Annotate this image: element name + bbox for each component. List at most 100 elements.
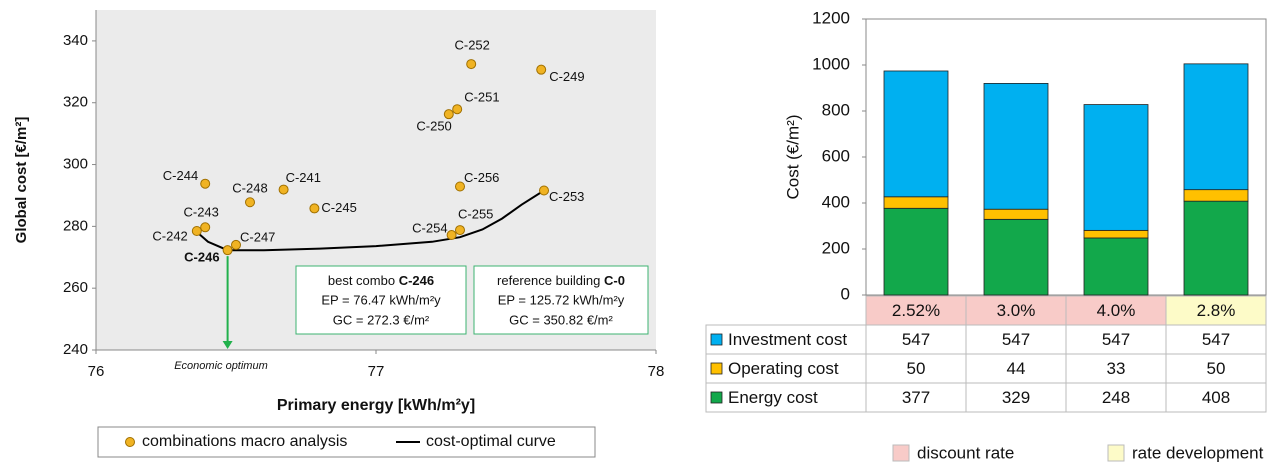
bar-segment [883,207,949,296]
table-cell [1165,324,1267,355]
annotation-id: C-0 [604,273,625,288]
y-tick-label: 240 [63,341,88,358]
legend-label: Operating cost [728,359,839,378]
annotation-text: EP = 76.47 kWh/m²y [321,292,441,307]
y-tick-label: 280 [63,217,88,234]
rate-label: 4.0% [1097,301,1136,320]
table-value: 377 [902,388,930,407]
bar-segment [883,70,949,198]
y-tick-label: 320 [63,94,88,111]
legend-swatch [892,444,910,462]
x-tick-label: 76 [88,363,105,380]
annotation-text: reference building [497,273,600,288]
table-cell [865,324,967,355]
point [245,197,255,208]
legend-swatch [710,391,723,404]
point-label: C-252 [454,38,489,53]
rate-label: 2.52% [892,301,940,320]
table-cell [705,382,867,413]
y-tick-label: 300 [63,156,88,173]
table-value: 547 [1102,330,1130,349]
point [539,185,549,196]
rate-label: 3.0% [997,301,1036,320]
bar-segment [1083,229,1149,239]
table-value: 248 [1102,388,1130,407]
y-axis-label: Cost (€/m²) [783,115,802,200]
x-tick-label: 78 [648,363,665,380]
table-cell [965,382,1067,413]
bar-segment [1183,63,1249,191]
y-tick-label: 0 [841,284,850,303]
legend-marker [125,437,135,447]
bar-segment [983,218,1049,296]
point [278,184,289,195]
point-label: C-248 [232,181,267,196]
point [455,225,465,236]
point-label: C-245 [321,200,356,215]
table-value: 50 [907,359,926,378]
bar-segment [983,83,1049,210]
point [466,59,477,70]
rate-cell [865,295,967,326]
annotation-text: GC = 350.82 €/m² [509,312,613,327]
bar-segment [1183,189,1249,202]
annotation-box [473,265,649,335]
y-tick-label: 260 [63,279,88,296]
legend-label: Investment cost [728,330,847,349]
legend-box [97,426,596,458]
table-cell [865,382,967,413]
y-tick-label: 600 [822,146,850,165]
bar-segment [883,196,949,209]
legend-swatch [1107,444,1125,462]
legend-label: discount rate [917,443,1014,462]
y-tick-label: 800 [822,100,850,119]
legend-label: rate development [1132,443,1264,462]
point [200,178,211,189]
x-tick-label: 77 [368,363,385,380]
table-value: 547 [1002,330,1030,349]
annotation-id: C-246 [399,273,434,288]
point-label: C-250 [416,119,451,134]
table-cell [705,324,867,355]
table-value: 44 [1007,359,1026,378]
x-axis-label: Primary energy [kWh/m²y] [277,397,475,414]
table-value: 408 [1202,388,1230,407]
bar-segment [1083,104,1149,231]
point [222,245,233,256]
point [200,222,211,233]
point-label: C-241 [286,170,321,185]
table-cell [1065,382,1167,413]
annotation-text: GC = 272.3 €/m² [333,312,430,327]
point [446,230,457,241]
table-cell [965,324,1067,355]
y-axis-label: Global cost [€/m²] [13,117,30,244]
point [443,109,454,120]
point-label: C-249 [549,69,584,84]
table-value: 50 [1207,359,1226,378]
rate-cell [1065,295,1167,326]
annotation-title: reference building C-0 [497,273,625,288]
table-value: 329 [1002,388,1030,407]
annotation-text: best combo [328,273,395,288]
rate-cell [1165,295,1267,326]
point-label: C-255 [458,207,493,222]
point-label: C-246 [184,250,219,265]
bar-segment [983,208,1049,220]
table-cell [705,353,867,384]
legend-swatch [710,333,723,346]
table-value: 547 [1202,330,1230,349]
legend-swatch [710,362,723,375]
annotation-box [295,265,467,335]
table-value: 547 [902,330,930,349]
point [231,239,241,250]
y-tick-label: 1000 [812,54,850,73]
table-value: 33 [1107,359,1126,378]
point-label: C-256 [464,170,499,185]
legend-label: combinations macro analysis [142,433,347,450]
point [191,226,202,236]
point-label: C-244 [163,168,198,183]
table-cell [965,353,1067,384]
legend-label: Energy cost [728,388,818,407]
point [309,203,320,214]
